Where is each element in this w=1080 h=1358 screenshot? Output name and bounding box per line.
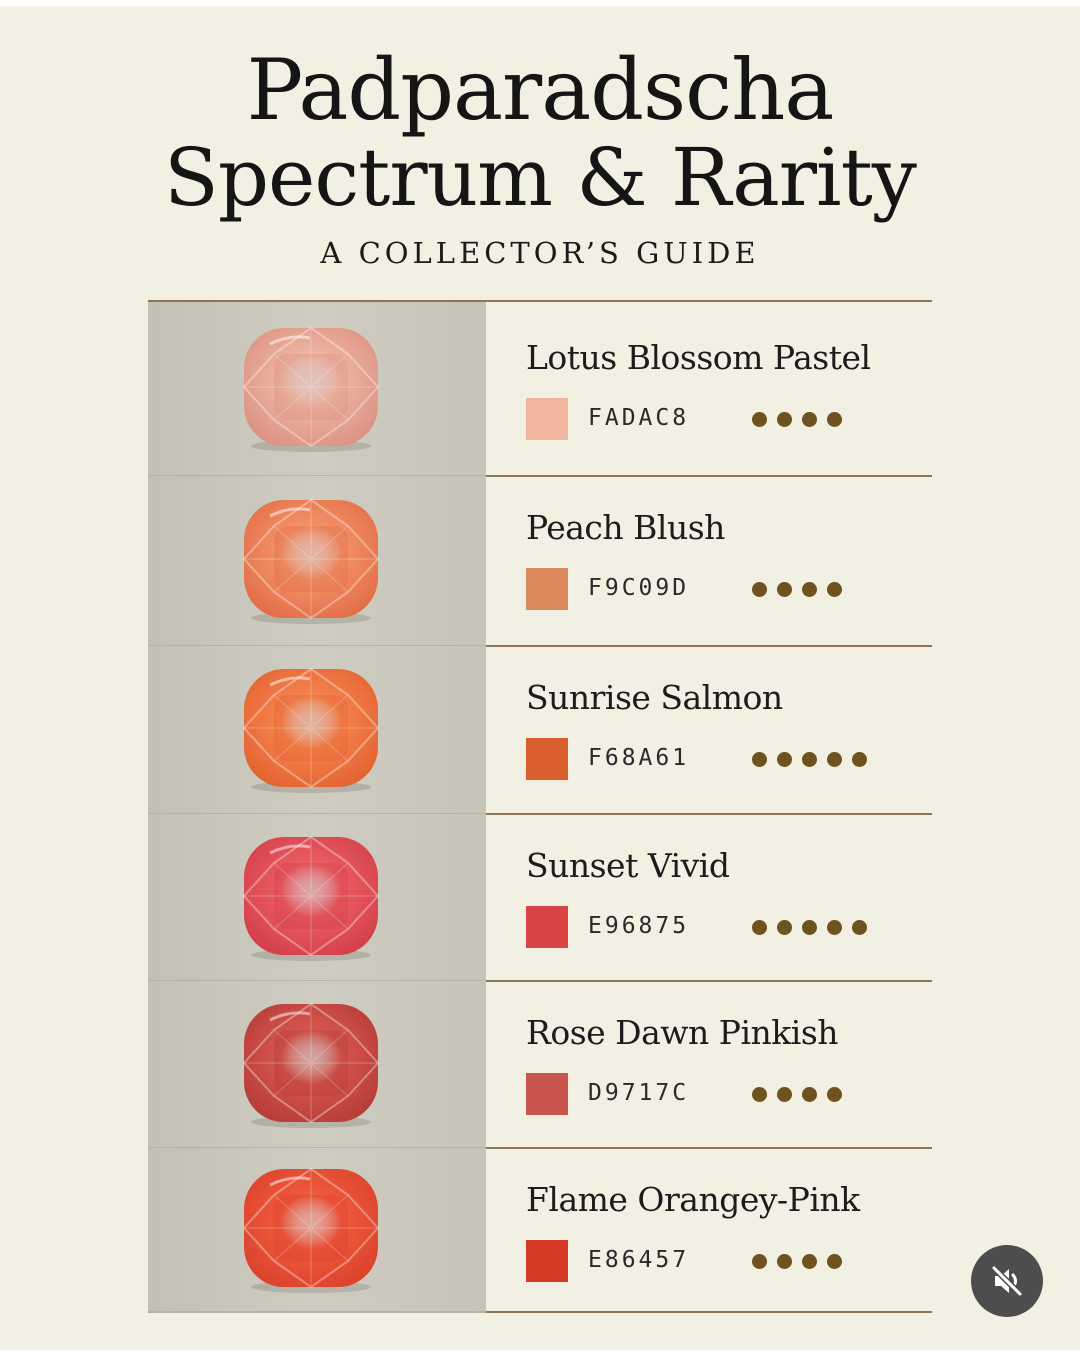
row-divider — [148, 1147, 932, 1149]
rarity-rating — [752, 1087, 842, 1102]
rarity-dot — [802, 920, 817, 935]
hex-code: F9C09D — [588, 575, 690, 601]
rarity-rating — [752, 752, 867, 767]
spectrum-row: Sunset Vivid E96875 — [148, 814, 932, 982]
color-swatch — [526, 1073, 568, 1115]
rarity-dot — [752, 1254, 767, 1269]
spectrum-row: Flame Orangey-Pink E86457 — [148, 1148, 932, 1313]
rarity-dot — [827, 920, 842, 935]
gemstone-image — [240, 665, 382, 795]
color-swatch — [526, 398, 568, 440]
shade-name: Rose Dawn Pinkish — [526, 1013, 839, 1052]
rarity-rating — [752, 920, 867, 935]
rarity-dot — [752, 412, 767, 427]
shade-name: Flame Orangey-Pink — [526, 1180, 860, 1219]
rarity-dot — [777, 1254, 792, 1269]
gemstone-image — [240, 324, 382, 454]
shade-name: Lotus Blossom Pastel — [526, 338, 871, 377]
rarity-dot — [752, 582, 767, 597]
rarity-dot — [852, 920, 867, 935]
page-bottom-edge — [0, 1350, 1080, 1358]
hex-code: F68A61 — [588, 745, 690, 771]
spectrum-row: Lotus Blossom Pastel FADAC8 — [148, 302, 932, 477]
gem-cell-divider — [148, 1311, 486, 1313]
rarity-dot — [777, 920, 792, 935]
color-swatch — [526, 906, 568, 948]
table-top-rule — [148, 300, 932, 302]
shade-name: Sunrise Salmon — [526, 678, 783, 717]
spectrum-table: Lotus Blossom Pastel FADAC8 Peach Blush F9C… — [148, 300, 932, 1313]
color-swatch — [526, 568, 568, 610]
row-divider — [148, 645, 932, 647]
spectrum-row: Rose Dawn Pinkish D9717C — [148, 981, 932, 1149]
gemstone-image — [240, 496, 382, 626]
rarity-dot — [802, 1254, 817, 1269]
rarity-dot — [802, 412, 817, 427]
rarity-rating — [752, 412, 842, 427]
hex-code: E86457 — [588, 1247, 690, 1273]
color-swatch — [526, 1240, 568, 1282]
color-swatch — [526, 738, 568, 780]
rarity-dot — [827, 752, 842, 767]
gemstone-image — [240, 1165, 382, 1295]
row-divider — [148, 813, 932, 815]
page-title-line-1: Padparadscha — [246, 41, 835, 139]
rarity-dot — [777, 752, 792, 767]
hex-code: D9717C — [588, 1080, 690, 1106]
hex-code: E96875 — [588, 913, 690, 939]
gemstone-image — [240, 1000, 382, 1130]
gemstone-image — [240, 833, 382, 963]
page-subtitle: A COLLECTOR’S GUIDE — [320, 236, 760, 270]
rarity-dot — [827, 1087, 842, 1102]
rarity-dot — [777, 1087, 792, 1102]
mute-button[interactable] — [971, 1245, 1043, 1317]
speaker-muted-icon — [991, 1265, 1023, 1297]
page-top-edge — [0, 0, 1080, 6]
rarity-dot — [777, 582, 792, 597]
rarity-dot — [827, 1254, 842, 1269]
spectrum-row: Peach Blush F9C09D — [148, 476, 932, 647]
row-divider — [148, 1311, 932, 1313]
page-title-line-2: Spectrum & Rarity — [164, 131, 917, 224]
rarity-rating — [752, 582, 842, 597]
rarity-dot — [802, 1087, 817, 1102]
row-divider — [148, 475, 932, 477]
shade-name: Sunset Vivid — [526, 846, 730, 885]
rarity-dot — [777, 412, 792, 427]
row-divider — [148, 980, 932, 982]
rarity-dot — [827, 582, 842, 597]
hex-code: FADAC8 — [588, 405, 690, 431]
rarity-dot — [752, 920, 767, 935]
rarity-dot — [752, 1087, 767, 1102]
rarity-dot — [802, 752, 817, 767]
rarity-dot — [752, 752, 767, 767]
rarity-dot — [852, 752, 867, 767]
shade-name: Peach Blush — [526, 508, 725, 547]
rarity-dot — [802, 582, 817, 597]
spectrum-row: Sunrise Salmon F68A61 — [148, 646, 932, 815]
rarity-rating — [752, 1254, 842, 1269]
rarity-dot — [827, 412, 842, 427]
